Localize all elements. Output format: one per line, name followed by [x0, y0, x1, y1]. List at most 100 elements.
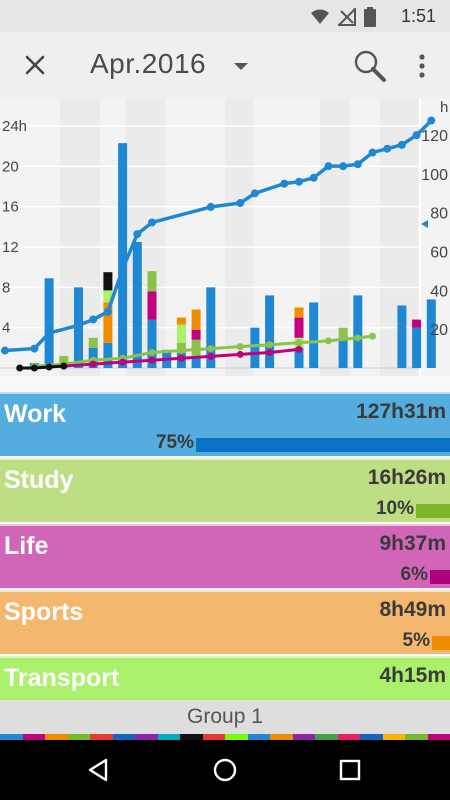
chart-area[interactable]: 4 8 12 16 20 24h h 20 40 60 80 100 120 5 10 15 20 25 30	[0, 98, 450, 376]
page-title: Apr.2016	[90, 48, 207, 79]
bar-study	[147, 271, 157, 292]
color-swatch	[45, 734, 68, 740]
series-point	[119, 358, 127, 366]
category-row-work[interactable]: Work 127h31m 75%	[0, 392, 450, 456]
back-icon[interactable]	[84, 756, 112, 784]
color-swatch	[382, 734, 405, 740]
category-percent: 10%	[375, 498, 414, 519]
series-point	[397, 140, 406, 149]
category-row-study[interactable]: Study 16h26m 10%	[0, 458, 450, 522]
series-point	[89, 360, 97, 368]
series-point	[353, 160, 362, 169]
bar-work	[426, 299, 436, 368]
group-footer[interactable]: Group 1	[0, 700, 450, 734]
series-point	[412, 131, 421, 140]
category-name: Life	[4, 532, 49, 560]
category-time: 4h15m	[379, 664, 446, 687]
x-axis-tick-label: 15	[202, 374, 220, 376]
series-point	[427, 116, 436, 125]
status-icons	[310, 7, 376, 27]
series-point	[133, 230, 142, 239]
x-axis-tick-label: 30	[422, 374, 440, 376]
monthly-chart[interactable]: 4 8 12 16 20 24h h 20 40 60 80 100 120 5 10 15 20 25 30	[0, 98, 450, 376]
series-point	[368, 148, 377, 157]
series-point	[369, 332, 376, 340]
series-point	[1, 346, 9, 355]
bar-work	[397, 305, 407, 368]
color-swatch	[405, 734, 428, 740]
bar-work	[265, 295, 275, 368]
navigation-bar	[0, 740, 450, 800]
bar-life	[412, 319, 422, 328]
bar-work	[353, 295, 363, 368]
bar-work	[294, 347, 304, 368]
series-point	[60, 362, 68, 370]
bar-study	[88, 337, 98, 348]
chevron-down-icon	[234, 62, 249, 70]
bar-work	[44, 278, 54, 368]
category-row-sports[interactable]: Sports 8h49m 5%	[0, 590, 450, 654]
wifi-icon	[311, 9, 329, 24]
series-point	[295, 177, 303, 186]
right-axis-tick-label: 60	[430, 245, 448, 262]
category-percent: 75%	[155, 432, 194, 453]
series-point	[30, 344, 39, 353]
color-swatch	[67, 734, 90, 740]
search-icon[interactable]	[350, 46, 390, 86]
status-bar: 1:51	[0, 0, 450, 32]
battery-icon	[364, 7, 376, 27]
right-axis-tick-label: 20	[430, 322, 448, 339]
series-point	[207, 345, 215, 353]
bar-work	[103, 342, 113, 368]
color-swatch	[270, 734, 293, 740]
bar-work	[309, 302, 319, 368]
left-axis-tick-label: 8	[2, 279, 10, 296]
left-axis-tick-label: 16	[2, 199, 19, 216]
recents-icon[interactable]	[336, 756, 364, 784]
left-axis-tick-label: 12	[2, 239, 19, 256]
status-time: 1:51	[400, 6, 436, 26]
color-swatch	[225, 734, 248, 740]
bar-sports	[191, 309, 201, 330]
series-point	[177, 354, 185, 362]
home-icon[interactable]	[211, 756, 239, 784]
category-name: Sports	[4, 598, 84, 626]
color-swatch	[0, 734, 23, 740]
right-axis-tick-label: 40	[430, 283, 448, 300]
bar-sports	[176, 317, 186, 325]
category-name: Transport	[4, 664, 120, 692]
series-point	[236, 343, 244, 351]
bar-work	[206, 287, 216, 368]
color-swatch	[22, 734, 45, 740]
x-axis-tick-label: 25	[349, 374, 367, 376]
series-point	[309, 173, 318, 182]
color-swatch	[157, 734, 180, 740]
color-swatch	[292, 734, 315, 740]
x-axis-tick-label: 5	[59, 374, 68, 376]
color-swatch	[112, 734, 135, 740]
color-swatch	[315, 734, 338, 740]
series-point	[118, 265, 127, 274]
series-point	[383, 144, 392, 153]
category-percent-bar	[416, 504, 450, 518]
category-time: 8h49m	[379, 598, 446, 621]
bar-life	[294, 317, 304, 338]
close-icon[interactable]	[16, 46, 54, 84]
series-point	[324, 162, 333, 171]
right-axis-tick-label: 120	[421, 128, 448, 145]
category-row-life[interactable]: Life 9h37m 6%	[0, 524, 450, 588]
series-point	[250, 189, 259, 198]
month-selector[interactable]: Apr.2016	[90, 48, 249, 80]
series-point	[236, 350, 244, 358]
right-axis-tick-label: 80	[430, 206, 448, 223]
color-strip	[0, 734, 450, 740]
background-band	[225, 98, 253, 376]
bar-life	[191, 329, 201, 340]
category-percent-bar	[432, 636, 450, 650]
color-swatch	[180, 734, 203, 740]
series-point	[74, 321, 83, 330]
bar-work	[147, 319, 157, 368]
series-line-other	[19, 364, 64, 370]
more-vert-icon[interactable]	[410, 50, 434, 82]
left-axis-tick-label: 24h	[2, 118, 27, 135]
